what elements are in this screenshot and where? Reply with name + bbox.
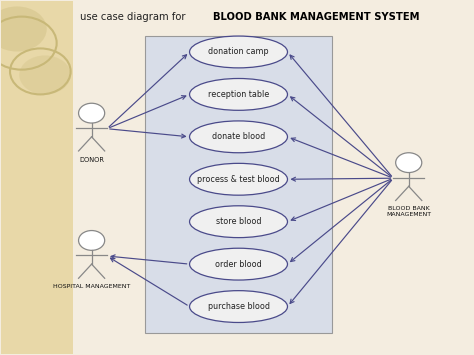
Circle shape bbox=[396, 153, 422, 173]
Text: purchase blood: purchase blood bbox=[208, 302, 270, 311]
Ellipse shape bbox=[190, 206, 287, 237]
Circle shape bbox=[0, 6, 47, 51]
Text: store blood: store blood bbox=[216, 217, 261, 226]
Text: DONOR: DONOR bbox=[79, 157, 104, 163]
Circle shape bbox=[19, 55, 71, 94]
Text: HOSPITAL MANAGEMENT: HOSPITAL MANAGEMENT bbox=[53, 284, 130, 289]
Bar bbox=[0, 1, 73, 354]
Circle shape bbox=[79, 230, 105, 250]
Circle shape bbox=[79, 103, 105, 123]
Ellipse shape bbox=[190, 78, 287, 110]
Ellipse shape bbox=[190, 248, 287, 280]
Ellipse shape bbox=[190, 291, 287, 322]
Ellipse shape bbox=[190, 121, 287, 153]
Text: BLOOD BANK
MANAGEMENT: BLOOD BANK MANAGEMENT bbox=[386, 207, 431, 217]
Text: process & test blood: process & test blood bbox=[197, 175, 280, 184]
Text: donation camp: donation camp bbox=[208, 48, 269, 56]
Text: reception table: reception table bbox=[208, 90, 269, 99]
Ellipse shape bbox=[190, 163, 287, 195]
Ellipse shape bbox=[190, 36, 287, 68]
Text: donate blood: donate blood bbox=[212, 132, 265, 141]
Text: BLOOD BANK MANAGEMENT SYSTEM: BLOOD BANK MANAGEMENT SYSTEM bbox=[213, 12, 419, 22]
Bar bbox=[145, 36, 332, 333]
Text: use case diagram for: use case diagram for bbox=[80, 12, 189, 22]
Text: order blood: order blood bbox=[215, 260, 262, 269]
